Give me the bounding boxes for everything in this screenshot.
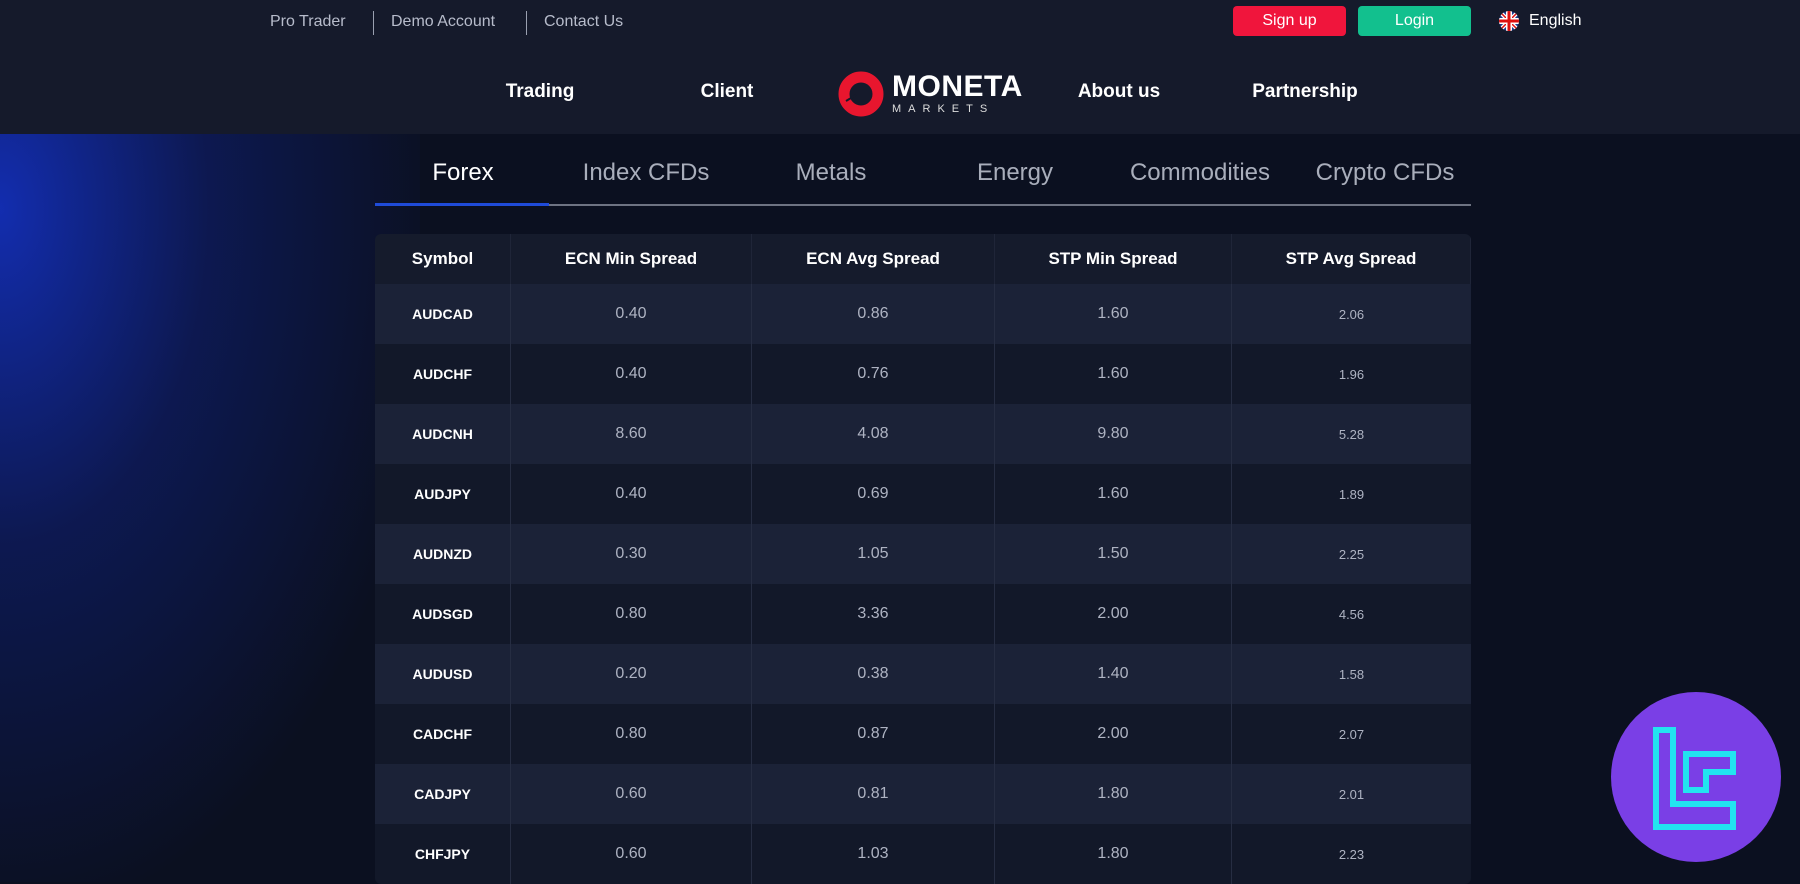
demo-account-link[interactable]: Demo Account xyxy=(391,13,496,30)
nav-client[interactable]: Client xyxy=(700,81,754,102)
tab-commodities[interactable]: Commodities xyxy=(1129,159,1271,186)
nav-about-us[interactable]: About us xyxy=(1077,81,1161,102)
cell-symbol: CHFJPY xyxy=(375,824,511,884)
header: Pro Trader Demo Account Contact Us Sign … xyxy=(0,0,1800,134)
table-row: AUDCNH 8.60 4.08 9.80 5.28 xyxy=(375,404,1471,464)
cell-stp-min: 2.00 xyxy=(995,584,1232,644)
watermark-logo xyxy=(1611,692,1781,862)
tab-metals[interactable]: Metals xyxy=(795,159,867,186)
language-label: English xyxy=(1529,12,1582,29)
cell-stp-min: 1.60 xyxy=(995,284,1232,344)
cell-ecn-avg: 0.86 xyxy=(752,284,995,344)
cell-ecn-avg: 0.87 xyxy=(752,704,995,764)
table-row: AUDNZD 0.30 1.05 1.50 2.25 xyxy=(375,524,1471,584)
header-stp-min: STP Min Spread xyxy=(995,234,1232,284)
cell-stp-min: 1.50 xyxy=(995,524,1232,584)
table-row: CHFJPY 0.60 1.03 1.80 2.23 xyxy=(375,824,1471,884)
cell-ecn-avg: 0.81 xyxy=(752,764,995,824)
cell-stp-avg: 1.96 xyxy=(1338,366,1365,382)
cell-stp-avg: 2.25 xyxy=(1338,546,1365,562)
table-row: CADCHF 0.80 0.87 2.00 2.07 xyxy=(375,704,1471,764)
cell-ecn-avg: 4.08 xyxy=(752,404,995,464)
cell-ecn-min: 8.60 xyxy=(511,404,752,464)
cell-symbol: CADJPY xyxy=(375,764,511,824)
cell-symbol: AUDNZD xyxy=(375,524,511,584)
moneta-logo[interactable]: MONETA MARKETS xyxy=(838,71,1023,117)
cell-stp-min: 9.80 xyxy=(995,404,1232,464)
cell-ecn-avg: 0.76 xyxy=(752,344,995,404)
spread-table: Symbol ECN Min Spread ECN Avg Spread STP… xyxy=(375,234,1471,884)
table-row: CADJPY 0.60 0.81 1.80 2.01 xyxy=(375,764,1471,824)
cell-stp-avg: 2.23 xyxy=(1338,846,1365,862)
logo-subtext: MARKETS xyxy=(892,103,995,115)
cell-ecn-min: 0.60 xyxy=(511,764,752,824)
cell-ecn-min: 0.60 xyxy=(511,824,752,884)
divider xyxy=(526,11,527,35)
cell-ecn-min: 0.30 xyxy=(511,524,752,584)
cell-ecn-avg: 3.36 xyxy=(752,584,995,644)
cell-stp-min: 2.00 xyxy=(995,704,1232,764)
table-row: AUDSGD 0.80 3.36 2.00 4.56 xyxy=(375,584,1471,644)
cell-ecn-avg: 1.03 xyxy=(752,824,995,884)
cell-ecn-min: 0.20 xyxy=(511,644,752,704)
cell-stp-avg: 2.07 xyxy=(1338,726,1365,742)
cell-stp-min: 1.80 xyxy=(995,764,1232,824)
header-stp-avg: STP Avg Spread xyxy=(1232,234,1471,284)
tab-forex[interactable]: Forex xyxy=(432,159,494,186)
header-ecn-min: ECN Min Spread xyxy=(511,234,752,284)
tab-energy[interactable]: Energy xyxy=(976,159,1054,186)
cell-stp-avg: 2.01 xyxy=(1338,786,1365,802)
cell-stp-avg: 4.56 xyxy=(1338,606,1365,622)
cell-ecn-min: 0.40 xyxy=(511,344,752,404)
cell-stp-avg: 1.89 xyxy=(1338,486,1365,502)
cell-ecn-avg: 1.05 xyxy=(752,524,995,584)
cell-ecn-min: 0.40 xyxy=(511,284,752,344)
cell-stp-avg: 5.28 xyxy=(1338,426,1365,442)
cell-stp-min: 1.80 xyxy=(995,824,1232,884)
tab-underline xyxy=(375,204,1471,206)
cell-symbol: AUDCHF xyxy=(375,344,511,404)
cell-ecn-min: 0.80 xyxy=(511,704,752,764)
cell-symbol: AUDCAD xyxy=(375,284,511,344)
cell-stp-min: 1.60 xyxy=(995,344,1232,404)
cell-ecn-min: 0.40 xyxy=(511,464,752,524)
tab-index-cfds[interactable]: Index CFDs xyxy=(582,159,710,186)
language-selector[interactable]: English xyxy=(1499,11,1581,31)
nav-trading[interactable]: Trading xyxy=(505,81,575,102)
contact-us-link[interactable]: Contact Us xyxy=(544,13,624,30)
cell-symbol: AUDSGD xyxy=(375,584,511,644)
cell-ecn-avg: 0.69 xyxy=(752,464,995,524)
header-ecn-avg: ECN Avg Spread xyxy=(752,234,995,284)
header-symbol: Symbol xyxy=(375,234,511,284)
logo-ring-icon xyxy=(838,71,884,117)
cell-stp-min: 1.40 xyxy=(995,644,1232,704)
cell-stp-avg: 1.58 xyxy=(1338,666,1365,682)
cell-stp-avg: 2.06 xyxy=(1338,306,1365,322)
table-row: AUDCHF 0.40 0.76 1.60 1.96 xyxy=(375,344,1471,404)
divider xyxy=(373,11,374,35)
logo-text: MONETA xyxy=(892,70,1023,103)
pro-trader-link[interactable]: Pro Trader xyxy=(270,13,346,30)
login-button[interactable]: Login xyxy=(1358,6,1471,36)
signup-button[interactable]: Sign up xyxy=(1233,6,1346,36)
cell-stp-min: 1.60 xyxy=(995,464,1232,524)
cell-symbol: AUDJPY xyxy=(375,464,511,524)
active-tab-indicator xyxy=(375,203,549,206)
tab-crypto-cfds[interactable]: Crypto CFDs xyxy=(1315,159,1455,186)
uk-flag-icon xyxy=(1499,11,1519,31)
cell-symbol: AUDUSD xyxy=(375,644,511,704)
nav-partnership[interactable]: Partnership xyxy=(1252,81,1358,102)
table-row: AUDUSD 0.20 0.38 1.40 1.58 xyxy=(375,644,1471,704)
table-row: AUDJPY 0.40 0.69 1.60 1.89 xyxy=(375,464,1471,524)
cell-ecn-avg: 0.38 xyxy=(752,644,995,704)
watermark-icon xyxy=(1653,727,1736,830)
table-row: AUDCAD 0.40 0.86 1.60 2.06 xyxy=(375,284,1471,344)
table-header-row: Symbol ECN Min Spread ECN Avg Spread STP… xyxy=(375,234,1471,284)
cell-symbol: CADCHF xyxy=(375,704,511,764)
cell-symbol: AUDCNH xyxy=(375,404,511,464)
background-glow xyxy=(0,134,420,882)
cell-ecn-min: 0.80 xyxy=(511,584,752,644)
